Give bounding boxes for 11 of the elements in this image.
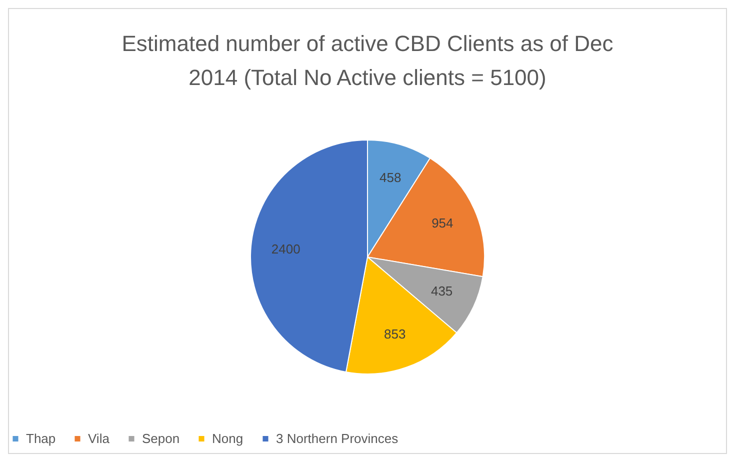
data-label: 458 — [379, 170, 402, 186]
data-label: 853 — [384, 326, 406, 342]
legend-label: Thap — [26, 430, 56, 446]
chart-title: Estimated number of active CBD Clients as of Dec 2014 (Total No Active clients = 5100) — [120, 30, 614, 92]
legend-label: 3 Northern Provinces — [276, 430, 399, 446]
legend-label: Sepon — [142, 430, 180, 446]
data-label: 2400 — [271, 241, 300, 256]
data-label: 435 — [430, 284, 453, 299]
data-label: 954 — [432, 216, 454, 231]
legend-label: Nong — [212, 430, 244, 446]
legend-label: Vila — [88, 430, 110, 446]
